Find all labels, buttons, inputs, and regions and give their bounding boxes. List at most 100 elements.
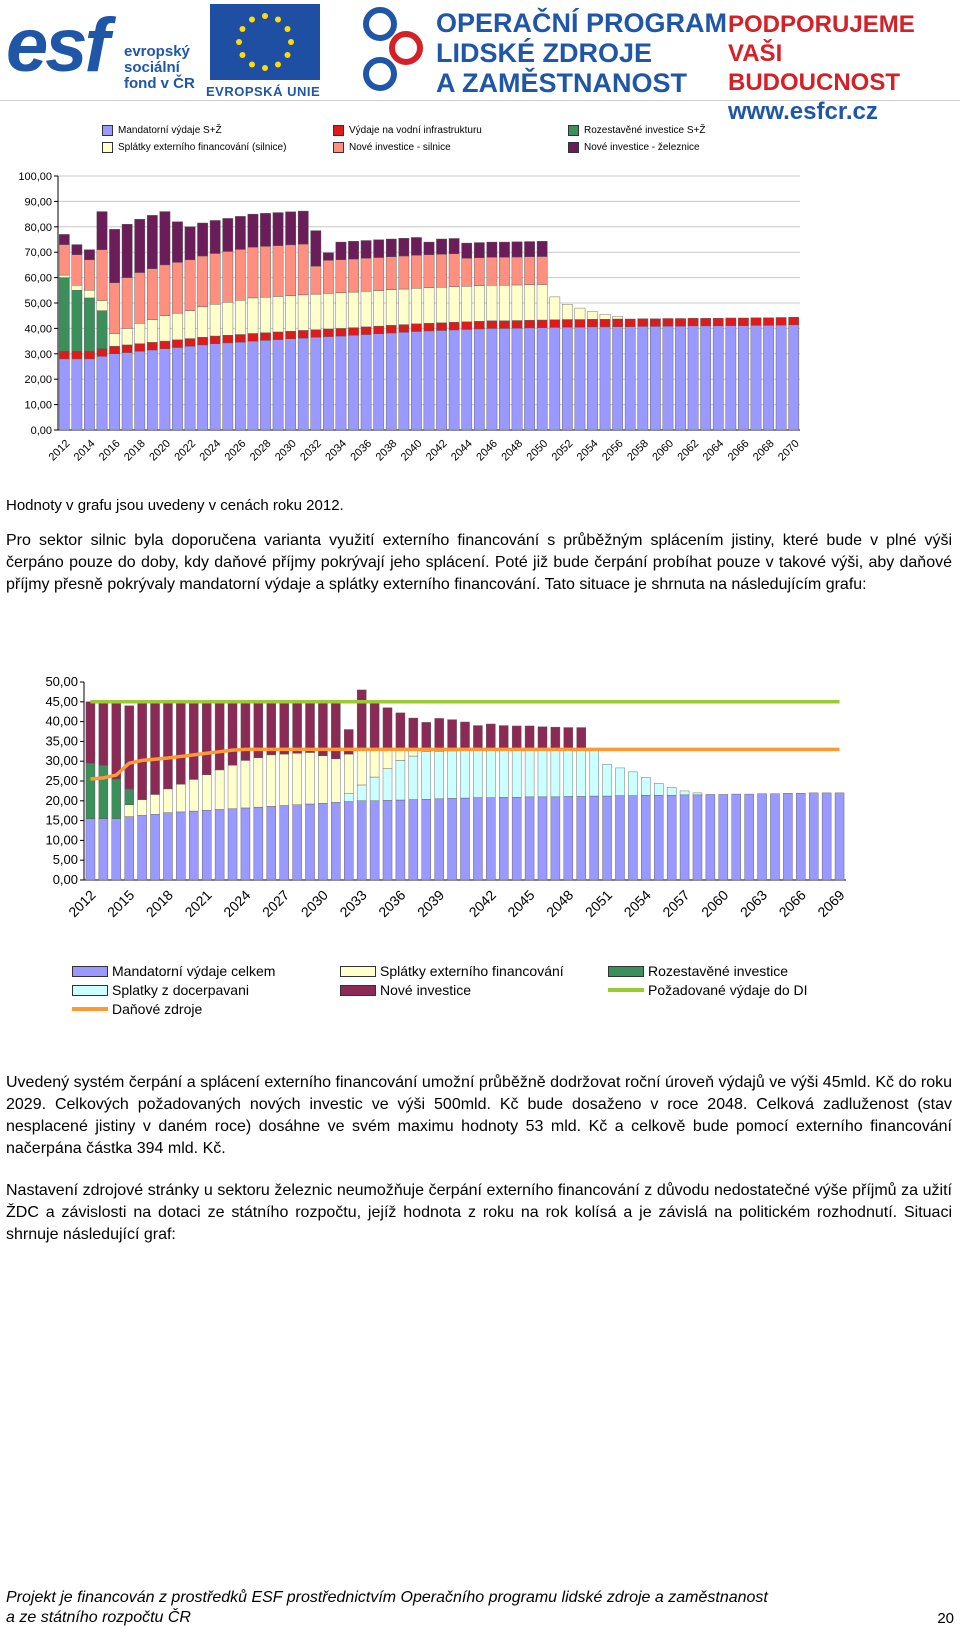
bar-segment	[266, 754, 276, 807]
bar-segment	[561, 319, 573, 328]
bar-segment	[398, 288, 410, 325]
bar-segment	[423, 254, 435, 288]
bar-segment	[757, 793, 767, 881]
bar-segment	[750, 325, 762, 431]
support-slogan: PODPORUJEME VAŠI BUDOUCNOST www.esfcr.cz	[728, 10, 960, 126]
bar-segment	[395, 712, 406, 749]
eu-star-icon	[249, 61, 255, 68]
bar-segment	[576, 748, 586, 797]
bar-segment	[109, 282, 120, 334]
bar-segment	[124, 705, 134, 790]
bar-segment	[159, 315, 171, 342]
bar-segment	[675, 318, 686, 327]
bar-segment	[172, 339, 183, 348]
bar-segment	[109, 345, 120, 354]
bar-segment	[499, 725, 509, 750]
legend-label: Splátky externího financování (silnice)	[118, 142, 287, 153]
bar-segment	[71, 351, 83, 360]
bar-segment	[348, 335, 359, 431]
legend-swatch	[333, 142, 344, 153]
bar-segment	[172, 312, 183, 341]
bar-segment	[576, 727, 586, 750]
esf-url-link[interactable]: www.esfcr.cz	[728, 98, 878, 125]
bar-segment	[297, 243, 309, 296]
bar-segment	[163, 788, 173, 813]
x-tick-label: 2012	[65, 887, 98, 920]
bar-segment	[240, 701, 251, 761]
bar-segment	[473, 797, 483, 881]
bar-segment	[447, 750, 457, 799]
bar-segment	[184, 345, 196, 431]
bar-segment	[561, 304, 573, 320]
bar-segment	[511, 749, 522, 798]
bar-segment	[687, 318, 699, 327]
bar-segment	[447, 719, 457, 752]
bar-segment	[96, 310, 108, 349]
bar-segment	[360, 240, 372, 259]
bar-segment	[71, 358, 83, 431]
bar-segment	[382, 707, 393, 750]
bar-segment	[423, 330, 435, 431]
bar-segment	[373, 290, 385, 327]
bar-segment	[184, 310, 196, 339]
bar-segment	[109, 229, 120, 283]
eu-star-icon	[262, 13, 268, 19]
legend-swatch	[568, 125, 579, 136]
bar-segment	[146, 349, 158, 431]
bar-segment	[146, 268, 158, 320]
chart1-legend-item: Nové investice - železnice	[568, 142, 700, 153]
footer-line: a ze státního rozpočtu ČR	[6, 1609, 191, 1626]
bar-segment	[335, 328, 347, 337]
bar-segment	[574, 307, 586, 320]
bar-segment	[360, 334, 372, 431]
y-tick-label: 60,00	[24, 273, 52, 285]
bar-segment	[331, 758, 341, 803]
x-tick-label: 2063	[737, 887, 770, 920]
bar-segment	[310, 337, 322, 431]
y-tick-label: 80,00	[24, 222, 52, 234]
legend-line	[72, 1007, 108, 1011]
bar-segment	[524, 256, 535, 285]
bar-segment	[344, 801, 354, 881]
bar-segment	[524, 241, 535, 257]
bar-segment	[84, 290, 95, 299]
x-tick-label: 2016	[97, 438, 123, 464]
bar-segment	[369, 749, 380, 778]
page-number: 20	[937, 1610, 954, 1627]
legend-swatch	[102, 142, 113, 153]
op-line: LIDSKÉ ZDROJE	[436, 38, 653, 68]
x-tick-label: 2036	[348, 438, 374, 464]
bar-segment	[209, 253, 221, 305]
bar-segment	[297, 294, 309, 331]
bar-segment	[524, 320, 535, 329]
bar-segment	[253, 806, 264, 881]
bar-segment	[395, 799, 406, 881]
bar-segment	[763, 317, 774, 326]
bar-segment	[738, 325, 749, 431]
bar-segment	[486, 797, 496, 881]
bar-segment	[71, 290, 83, 352]
bar-segment	[369, 701, 380, 750]
bar-segment	[266, 701, 276, 756]
bar-segment	[297, 337, 309, 431]
legend-line	[608, 988, 644, 992]
esf-text-line: evropský	[124, 43, 190, 60]
bar-segment	[247, 297, 259, 334]
bar-segment	[96, 356, 108, 431]
bar-segment	[305, 752, 315, 805]
bar-segment	[563, 748, 574, 797]
bar-segment	[395, 760, 406, 801]
bar-segment	[356, 784, 367, 801]
paragraph-roads: Pro sektor silnic byla doporučena varian…	[6, 532, 952, 593]
bar-segment	[323, 293, 334, 330]
bar-segment	[201, 774, 212, 811]
bar-segment	[222, 335, 234, 344]
bar-segment	[373, 333, 385, 431]
bar-segment	[537, 749, 548, 798]
bar-segment	[247, 340, 259, 431]
bar-segment	[234, 334, 246, 343]
y-tick-label: 50,00	[45, 674, 78, 689]
eu-star-icon	[284, 26, 291, 32]
bar-segment	[335, 335, 347, 431]
bar-segment	[201, 810, 212, 881]
